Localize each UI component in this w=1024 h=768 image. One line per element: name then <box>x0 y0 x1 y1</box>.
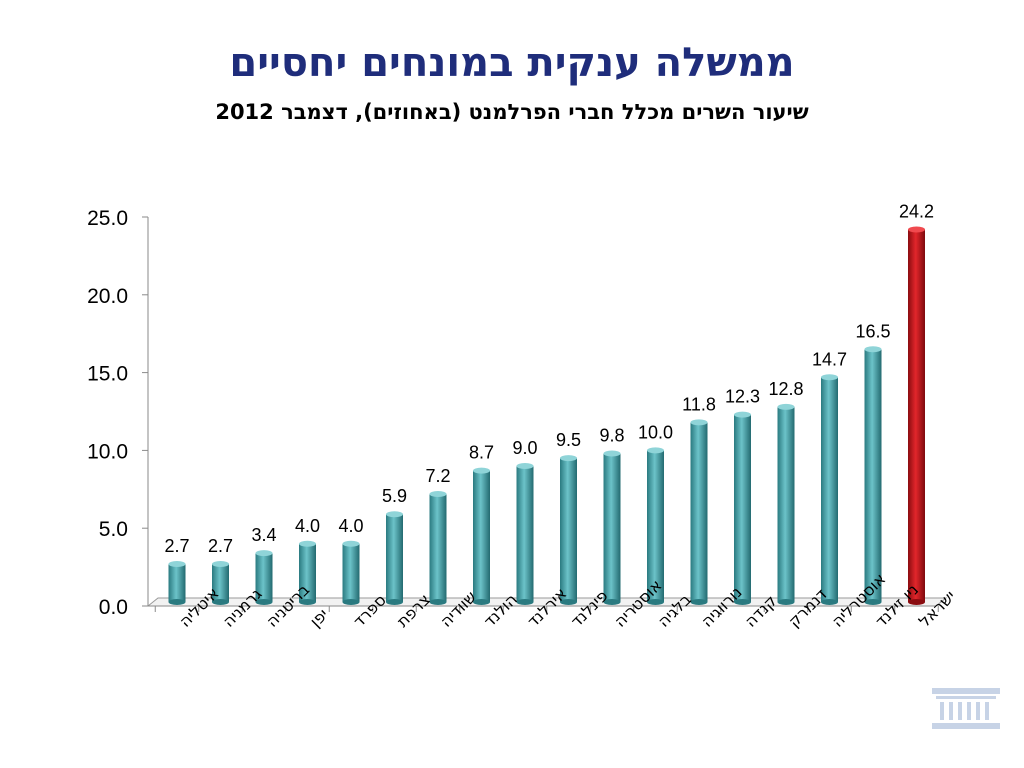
bar-base <box>429 599 447 605</box>
bar-base <box>821 599 838 605</box>
bar-base <box>647 599 664 605</box>
bar-base <box>473 599 490 605</box>
bar <box>212 563 229 602</box>
bar-value-label: 24.2 <box>899 201 934 221</box>
bar-value-label: 10.0 <box>638 422 673 442</box>
chart-title: ממשלה ענקית במונחים יחסיים <box>229 40 795 86</box>
bar <box>560 458 577 602</box>
y-tick-label: 10.0 <box>87 440 128 463</box>
bar-base <box>560 599 577 605</box>
y-tick-label: 15.0 <box>87 363 128 386</box>
bar <box>603 453 621 602</box>
bar <box>734 414 751 602</box>
bar-base <box>734 599 751 605</box>
bar-value-label: 9.0 <box>512 438 537 458</box>
bar-base <box>386 599 403 605</box>
bar-base <box>168 599 186 605</box>
bar-value-label: 9.5 <box>556 430 581 450</box>
bar-top <box>299 540 316 547</box>
bar-value-label: 2.7 <box>208 536 233 556</box>
y-tick-label: 20.0 <box>87 285 128 308</box>
bar-top <box>734 411 751 418</box>
bar-top <box>429 490 447 497</box>
bar-base <box>690 599 708 605</box>
bar-top <box>647 447 664 454</box>
bar-base <box>516 599 534 605</box>
bar <box>429 493 447 602</box>
bar-value-label: 4.0 <box>295 516 320 536</box>
bar-base <box>864 599 882 605</box>
bar <box>473 470 490 602</box>
chart-subtitle: שיעור השרים מכלל חברי הפרלמנט (באחוזים),… <box>215 100 809 124</box>
bar-top <box>386 511 403 518</box>
y-tick-label: 0.0 <box>99 596 128 619</box>
bar-value-label: 8.7 <box>469 443 494 463</box>
bar-top <box>473 467 490 474</box>
bar-top <box>255 550 273 557</box>
bar-value-label: 7.2 <box>425 466 450 486</box>
bar-value-label: 5.9 <box>382 486 407 506</box>
bar <box>299 543 316 602</box>
bar-top <box>516 462 534 469</box>
bar-base <box>212 599 229 605</box>
bar <box>516 465 534 602</box>
bar-value-label: 3.4 <box>251 525 276 545</box>
bar <box>342 543 360 602</box>
bar-base <box>908 599 925 605</box>
bar-top <box>212 560 229 567</box>
bar-top <box>864 346 882 353</box>
bar-value-label: 9.8 <box>599 426 624 446</box>
bar-base <box>777 599 795 605</box>
bar <box>821 377 838 602</box>
bar <box>690 422 708 602</box>
bar-top <box>821 374 838 381</box>
bar-top <box>560 455 577 462</box>
bar-top <box>908 226 925 233</box>
category-label: יפן <box>306 605 332 631</box>
bar <box>647 450 664 602</box>
bar-value-label: 16.5 <box>855 321 890 341</box>
bar <box>255 553 273 602</box>
bar-value-label: 12.3 <box>725 387 760 407</box>
bar-top <box>690 419 708 426</box>
bar-base <box>603 599 621 605</box>
bar-top <box>603 450 621 457</box>
bar-top <box>777 403 795 410</box>
bar-base <box>299 599 316 605</box>
bar-value-label: 14.7 <box>812 349 847 369</box>
bar-base <box>255 599 273 605</box>
bar-value-label: 4.0 <box>338 516 363 536</box>
bar-top <box>342 540 360 547</box>
bar <box>168 563 186 602</box>
bar-value-label: 12.8 <box>768 379 803 399</box>
bar-base <box>342 599 360 605</box>
knesset-building-icon <box>932 688 1000 729</box>
bar-value-label: 11.8 <box>682 394 716 414</box>
bar <box>386 514 403 602</box>
bar-value-label: 2.7 <box>164 536 189 556</box>
y-tick-label: 5.0 <box>99 518 128 541</box>
bar <box>777 406 795 602</box>
bar <box>908 229 925 602</box>
y-tick-label: 25.0 <box>87 207 128 230</box>
bar-top <box>168 560 186 567</box>
bar <box>864 349 882 602</box>
